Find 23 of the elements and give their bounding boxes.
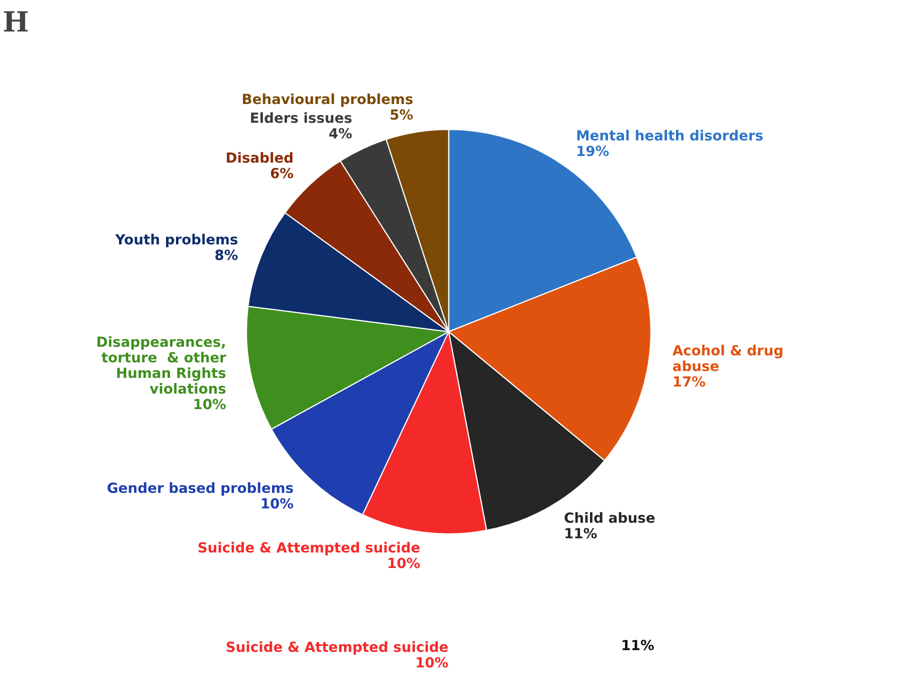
text: Suicide & Attempted suicide 10% <box>226 641 448 668</box>
data-label: 10% <box>194 398 226 410</box>
data-label: 4% <box>329 128 352 139</box>
data-label: 10% <box>262 498 294 509</box>
slice-label: Child abuse <box>564 512 655 523</box>
data-label: 6% <box>270 168 294 178</box>
slice-label: Behavioural problems <box>242 93 413 107</box>
data-label: 10% <box>388 558 420 568</box>
text: 11% <box>622 640 654 650</box>
slice-label: Disabled <box>226 152 292 163</box>
slice-label: Acohol & drug abuse <box>672 344 782 372</box>
slice-label: Suicide & Attempted suicide <box>198 542 420 556</box>
slice-label: Youth problems <box>115 234 238 248</box>
data-label: 17% <box>674 376 706 387</box>
slice-label: Gender based problems <box>108 482 293 496</box>
slice-label: Disappearances, torture & other Human Rights violations <box>98 336 226 394</box>
text: H <box>4 11 28 32</box>
data-label: 11% <box>566 528 597 538</box>
slice-label: Elders issues <box>251 112 352 123</box>
data-label: 8% <box>215 250 238 260</box>
data-label: 5% <box>390 109 413 120</box>
data-label: 19% <box>578 146 609 156</box>
slice-label: Mental health disorders <box>577 130 763 141</box>
